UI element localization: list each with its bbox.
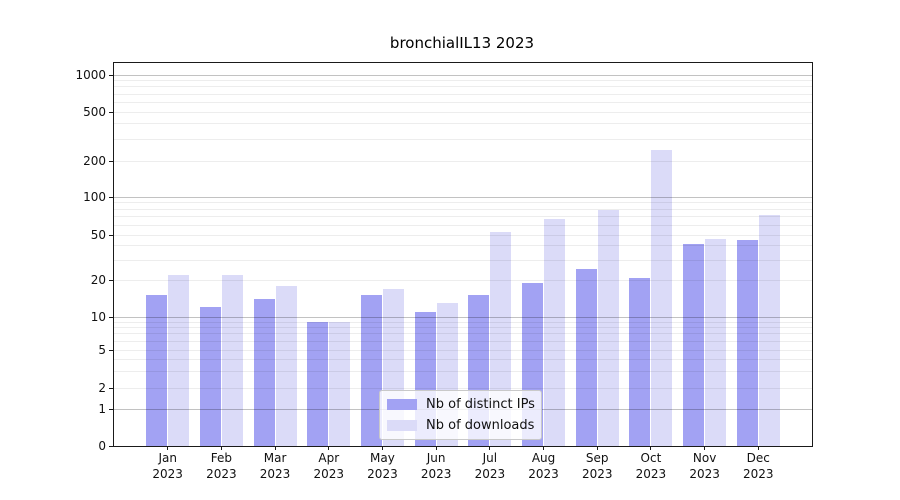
y-axis-tick xyxy=(109,111,114,113)
x-axis-tick xyxy=(435,446,437,450)
x-axis-tick-label: Mar 2023 xyxy=(259,451,291,481)
x-axis-tick xyxy=(757,446,759,450)
x-axis-tick-label: Apr 2023 xyxy=(313,451,345,481)
y-axis-tick xyxy=(109,387,114,389)
bar-distinct-ips xyxy=(575,269,597,446)
bar-downloads xyxy=(168,275,190,446)
gridline xyxy=(114,101,812,103)
bar-downloads xyxy=(544,218,566,446)
bar-distinct-ips xyxy=(307,322,329,446)
x-axis-tick xyxy=(489,446,491,450)
bar-downloads xyxy=(758,215,780,446)
gridline xyxy=(114,93,812,95)
y-axis-tick-label: 0 xyxy=(98,439,106,453)
x-axis-tick-label: Nov 2023 xyxy=(689,451,720,481)
gridline xyxy=(114,86,812,88)
x-axis-tick-label: Feb 2023 xyxy=(206,451,237,481)
legend-label-downloads: Nb of downloads xyxy=(426,418,535,433)
y-axis-tick xyxy=(109,316,114,318)
y-axis-tick-label: 100 xyxy=(83,190,106,204)
y-axis-tick-label: 500 xyxy=(83,105,106,119)
gridline xyxy=(114,208,812,210)
y-axis-tick-label: 1 xyxy=(98,402,106,416)
y-axis-tick-label: 1000 xyxy=(75,68,106,82)
y-axis-tick-label: 50 xyxy=(90,228,106,242)
legend-item-distinct-ips: Nb of distinct IPs xyxy=(387,396,535,413)
legend-swatch-distinct-ips xyxy=(387,399,417,410)
x-axis-tick xyxy=(381,446,383,450)
x-axis-tick-label: Jul 2023 xyxy=(474,451,506,481)
x-axis-tick-label: Dec 2023 xyxy=(743,451,774,481)
x-axis-tick-label: May 2023 xyxy=(367,451,398,481)
x-axis-tick-label: Aug 2023 xyxy=(528,451,559,481)
y-axis-tick xyxy=(109,408,114,410)
y-axis-tick xyxy=(109,445,114,447)
x-axis-tick xyxy=(328,446,330,450)
bar-downloads xyxy=(221,275,243,446)
x-axis-tick-label: Oct 2023 xyxy=(635,451,667,481)
gridline xyxy=(114,111,812,113)
bar-downloads xyxy=(705,239,727,446)
y-axis-tick xyxy=(109,160,114,162)
legend-swatch-downloads xyxy=(387,420,417,431)
gridline xyxy=(114,138,812,140)
y-axis-tick-label: 5 xyxy=(98,343,106,357)
gridline xyxy=(114,224,812,226)
y-axis-tick-label: 200 xyxy=(83,154,106,168)
legend-item-downloads: Nb of downloads xyxy=(387,417,534,434)
legend: Nb of distinct IPs Nb of downloads xyxy=(379,390,542,440)
y-axis-tick xyxy=(109,234,114,236)
bar-downloads xyxy=(275,285,297,446)
gridline xyxy=(114,234,812,236)
y-axis-tick xyxy=(109,279,114,281)
plot-area: Nb of distinct IPs Nb of downloads 1000 5… xyxy=(75,62,813,481)
gridline xyxy=(114,74,812,76)
bar-distinct-ips xyxy=(146,295,168,446)
x-axis-tick-label: Sep 2023 xyxy=(581,451,613,481)
x-axis-tick xyxy=(596,446,598,450)
gridline xyxy=(114,196,812,198)
y-axis-tick xyxy=(109,349,114,351)
bar-distinct-ips xyxy=(683,243,705,446)
bar-distinct-ips xyxy=(736,240,758,446)
gridline xyxy=(114,160,812,162)
x-axis-tick xyxy=(220,446,222,450)
y-axis-tick xyxy=(109,74,114,76)
x-axis-tick xyxy=(167,446,169,450)
gridline xyxy=(114,202,812,204)
x-axis-tick-label: Jan 2023 xyxy=(152,451,183,481)
bar-distinct-ips xyxy=(360,295,382,446)
bar-downloads xyxy=(597,209,619,446)
bar-distinct-ips xyxy=(253,299,275,446)
y-axis-tick-label: 20 xyxy=(90,273,106,287)
y-axis-tick xyxy=(109,196,114,198)
y-axis-tick-label: 2 xyxy=(98,381,106,395)
x-axis-tick xyxy=(704,446,706,450)
bar-distinct-ips xyxy=(199,307,221,446)
bar-downloads xyxy=(329,322,351,446)
chart-title: bronchialIL13 2023 xyxy=(389,34,535,52)
x-axis-tick xyxy=(650,446,652,450)
gridline xyxy=(114,216,812,218)
bar-distinct-ips xyxy=(629,277,651,446)
bar-downloads xyxy=(651,150,673,446)
gridline xyxy=(114,80,812,82)
x-axis-tick xyxy=(274,446,276,450)
x-axis-tick xyxy=(543,446,545,450)
x-axis-tick-label: Jun 2023 xyxy=(420,451,452,481)
gridline xyxy=(114,123,812,125)
y-axis-tick-label: 10 xyxy=(90,310,106,324)
legend-label-distinct-ips: Nb of distinct IPs xyxy=(426,397,535,412)
